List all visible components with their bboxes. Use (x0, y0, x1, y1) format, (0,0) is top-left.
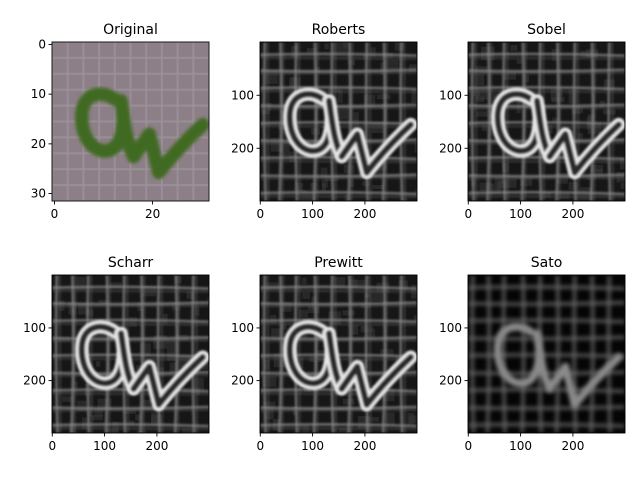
handwritten-glyph (75, 87, 209, 180)
prewitt-grid-lines (260, 275, 417, 433)
prewitt-y-tick-label: 100 (231, 321, 254, 335)
roberts-x-tick-label: 0 (256, 207, 264, 221)
roberts-x-tick-label: 200 (353, 207, 376, 221)
original-x-tick-label: 0 (51, 207, 59, 221)
roberts-y-tick-label: 200 (231, 141, 254, 155)
scharr-x-tick-label: 100 (93, 439, 116, 453)
roberts-glyph-edges (283, 87, 417, 180)
sato-x-tick-label: 0 (464, 439, 472, 453)
prewitt-image (260, 275, 417, 433)
sato-axes-frame (467, 274, 626, 434)
subplot-prewitt: 0 100 200 100 200 Prewitt (231, 255, 418, 453)
prewitt-glyph-edges (283, 320, 417, 412)
roberts-y-tick-label: 100 (231, 88, 254, 102)
sobel-y-tick-label: 100 (439, 88, 462, 102)
roberts-axes-frame (259, 41, 418, 202)
prewitt-title: Prewitt (314, 255, 363, 271)
prewitt-x-tick-label: 0 (256, 439, 264, 453)
sobel-x-tick-label: 100 (509, 207, 532, 221)
original-y-tick-label: 20 (31, 137, 46, 151)
roberts-image (260, 42, 417, 201)
sato-glyph-edges (493, 322, 623, 409)
sobel-x-tick-label: 0 (464, 207, 472, 221)
original-x-tick-label: 20 (145, 207, 160, 221)
sato-x-tick-label: 200 (561, 439, 584, 453)
original-y-tick-label: 10 (31, 87, 46, 101)
sato-x-tick-label: 100 (509, 439, 532, 453)
sato-y-tick-label: 200 (439, 374, 462, 388)
sato-y-tick-label: 100 (439, 321, 462, 335)
sobel-x-tick-label: 200 (561, 207, 584, 221)
scharr-axes-frame (51, 274, 210, 434)
scharr-title: Scharr (108, 255, 154, 271)
original-y-tick-label: 0 (38, 37, 46, 51)
sobel-axes-frame (467, 41, 626, 202)
roberts-title: Roberts (312, 22, 366, 38)
sobel-title: Sobel (527, 22, 566, 38)
scharr-x-tick-label: 200 (145, 439, 168, 453)
prewitt-x-tick-label: 200 (353, 439, 376, 453)
prewitt-axes-frame (259, 274, 418, 434)
scharr-glyph-edges (75, 320, 209, 412)
subplot-roberts: 0 100 200 100 200 Roberts (231, 22, 418, 221)
prewitt-x-tick-label: 100 (301, 439, 324, 453)
scharr-image (52, 275, 209, 433)
original-axes-frame (51, 41, 210, 202)
roberts-x-tick-label: 100 (301, 207, 324, 221)
sobel-glyph-edges (491, 87, 625, 180)
scharr-y-tick-label: 200 (23, 374, 46, 388)
original-image (52, 42, 209, 201)
sobel-y-tick-label: 200 (439, 141, 462, 155)
prewitt-y-tick-label: 200 (231, 374, 254, 388)
scharr-y-tick-label: 100 (23, 321, 46, 335)
subplot-scharr: 0 100 200 100 200 Scharr (23, 255, 210, 453)
subplot-sobel: 0 100 200 100 200 Sobel (439, 22, 626, 221)
subplot-original: 0 20 0 10 20 30 Original (31, 22, 210, 221)
sato-image (468, 275, 625, 433)
sato-title: Sato (531, 255, 563, 271)
original-title: Original (103, 22, 158, 38)
scharr-x-tick-label: 0 (48, 439, 56, 453)
sobel-image (468, 42, 625, 201)
subplot-sato: 0 100 200 100 200 Sato (439, 255, 626, 453)
original-y-tick-label: 30 (31, 187, 46, 201)
